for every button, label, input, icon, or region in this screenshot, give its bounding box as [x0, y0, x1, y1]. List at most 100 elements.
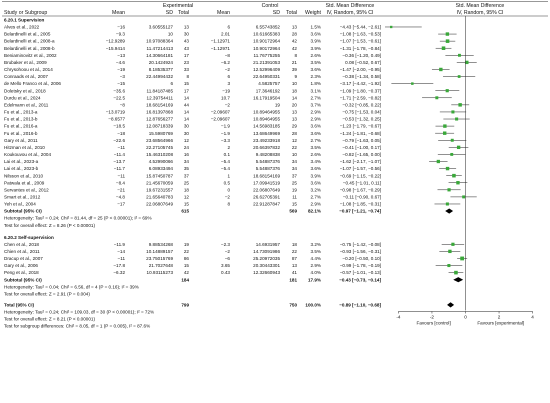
ctl-sd-value: 6.55743852 — [256, 25, 281, 30]
ctl-sd-value: 10.90172964 — [253, 39, 280, 44]
weight-value: 3.7% — [311, 102, 321, 107]
effect-point — [435, 96, 439, 100]
ctl-mean-value: 0.5 — [224, 180, 231, 185]
study-name: Koukouvou et al., 2004 — [4, 152, 51, 157]
study-name: Doletsky et al., 2018 — [4, 88, 46, 93]
ctl-mean-value: 0.43 — [221, 270, 230, 275]
exp-total-value: 22 — [184, 249, 190, 254]
ctl-mean-value: −1.9 — [221, 124, 231, 129]
ctl-total-value: 37 — [292, 173, 298, 178]
subtotal-diamond — [453, 277, 464, 283]
ctl-total-value: 39 — [292, 67, 298, 72]
smd-ci-value: −1.24 [−1.81, −0.68] — [340, 131, 381, 136]
exp-sd-value: 12.08718339 — [146, 124, 173, 129]
exp-mean-value: −3 — [120, 74, 126, 79]
ctl-mean-value: 3 — [227, 81, 230, 86]
exp-mean-value: −11.7 — [114, 166, 126, 171]
ctl-total-value: 15 — [292, 202, 298, 207]
ctl-mean-value: −6.2 — [221, 60, 231, 65]
ctl-mean-value: −19 — [222, 88, 230, 93]
weight-header: Weight — [305, 10, 322, 16]
exp-sd-value: 12.39754411 — [147, 95, 174, 100]
exp-mean-value: −4.6 — [116, 60, 126, 65]
exp-total-value: 12 — [184, 138, 190, 143]
smd-ci-value: −0.75 [−1.42, −0.08] — [340, 242, 381, 247]
exp-mean-value: −11.4 — [114, 152, 126, 157]
study-name: Conraads et al., 2007 — [4, 74, 48, 79]
exp-total-value: 86 — [184, 256, 190, 261]
exp-total-value: 13 — [184, 25, 190, 30]
exp-mean-value: −18 — [117, 131, 125, 136]
ctl-total-value: 42 — [292, 46, 298, 51]
ctl-sd-value: 9.48208838 — [256, 152, 281, 157]
weight-value: 3.6% — [311, 166, 321, 171]
study-name: Fu et al., 2016-b — [4, 131, 38, 136]
weight-value: 3.9% — [311, 173, 321, 178]
ctl-mean-value: −1.12971 — [211, 46, 231, 51]
subtotal-ctl-total: 181 — [289, 277, 297, 282]
smd-plot-header: Std. Mean Difference — [456, 3, 505, 9]
subtotal-weight: 82.1% — [308, 209, 321, 214]
subtotal-ci: −0.97 [−1.21, −0.74] — [339, 209, 381, 214]
total-label: Total (95% CI) — [4, 302, 35, 307]
ctl-total-value: 13 — [292, 110, 298, 115]
exp-total-value: 30 — [184, 124, 190, 129]
subgroup-differences-text: Test for subgroup differences: Chi² = 8.… — [4, 324, 150, 329]
effect-point — [448, 249, 452, 254]
exp-sd-header: SD — [166, 10, 173, 16]
exp-mean-value: −11 — [118, 145, 126, 150]
smd-ci-value: −0.53 [−1.32, 0.25] — [342, 117, 381, 122]
total-overall-effect-text: Test for overall effect: Z = 8.21 (P < 0… — [4, 317, 95, 322]
study-column-header: Study or Subgroup — [4, 10, 47, 16]
exp-total-value: 30 — [184, 131, 190, 136]
exp-total-value: 37 — [184, 173, 190, 178]
ctl-mean-value: 6 — [227, 25, 230, 30]
subgroup-title: 6.20.1 Supervision — [4, 18, 45, 23]
ctl-sd-value: 17.09941519 — [253, 180, 280, 185]
ctl-total-value: 13 — [292, 117, 298, 122]
exp-mean-value: −16 — [117, 25, 125, 30]
smd-header: Std. Mean Difference — [326, 3, 375, 9]
smd-ci-value: −0.38 [−1.34, 0.58] — [342, 74, 381, 79]
ctl-total-value: 13 — [292, 25, 298, 30]
ctl-mean-value: −8 — [225, 53, 231, 58]
total-weight: 100.0% — [305, 302, 321, 307]
study-name: Belardinelli et al., 2008-b — [4, 46, 55, 51]
ctl-mean-value: −2 — [225, 67, 231, 72]
exp-total-value: 15 — [184, 81, 190, 86]
subtotal-exp-total: 615 — [181, 209, 189, 214]
ctl-total-value: 22 — [292, 249, 298, 254]
study-name: Durdu et al., 2024 — [4, 95, 41, 100]
ctl-sd-value: 22.06807649 — [253, 187, 280, 192]
x-tick-label: 2 — [498, 314, 501, 319]
exp-mean-value: −8.6577 — [108, 117, 125, 122]
exp-sd-value: 22.27105745 — [146, 145, 173, 150]
total-exp-total: 799 — [181, 302, 189, 307]
exp-mean-value: −15 — [117, 81, 125, 86]
exp-mean-value: −8 — [120, 102, 126, 107]
exp-sd-value: 21.7027648 — [149, 263, 174, 268]
smd-plot-sub-header: IV, Random, 95% CI — [457, 10, 504, 16]
total-ctl-total: 750 — [289, 302, 297, 307]
ctl-total-value: 8 — [294, 53, 297, 58]
ctl-sd-value: 13.68649969 — [253, 131, 280, 136]
total-heterogeneity-text: Heterogeneity: Tau² = 0.24; Chi² = 109.0… — [4, 310, 154, 315]
effect-point — [445, 39, 450, 43]
heterogeneity-text: Heterogeneity: Tau² = 0.04; Chi² = 6.56,… — [4, 284, 139, 289]
x-tick-label: -4 — [396, 314, 401, 319]
weight-value: 2.9% — [311, 110, 321, 115]
exp-sd-value: 12.87656277 — [146, 117, 173, 122]
effect-point — [457, 75, 461, 78]
effect-point — [458, 53, 461, 57]
exp-total-value: 14 — [184, 117, 190, 122]
exp-sd-value: 4.52990066 — [149, 159, 174, 164]
exp-total-value: 42 — [184, 270, 190, 275]
ctl-sd-value: 4.5825757 — [258, 81, 280, 86]
ctl-sd-value: 18.68154169 — [253, 173, 280, 178]
ctl-mean-value: 6 — [227, 74, 230, 79]
study-name: Edelmann et al., 2011 — [4, 102, 49, 107]
exp-total-value: 44 — [184, 102, 190, 107]
exp-total-value: 33 — [184, 67, 190, 72]
exp-total-header: Total — [178, 10, 189, 16]
ctl-sd-value: 5.54887376 — [256, 166, 281, 171]
